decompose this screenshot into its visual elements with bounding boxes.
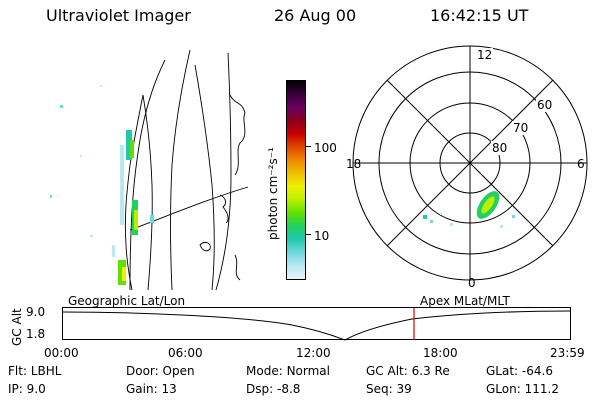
- track-x-tick-0600: 06:00: [168, 346, 203, 360]
- polar-label-12: 12: [476, 48, 494, 62]
- track-y-label: GC Alt: [10, 308, 24, 346]
- track-x-tick-1800: 18:00: [423, 346, 458, 360]
- param-gc-alt: GC Alt: 6.3 Re: [366, 364, 450, 378]
- polar-ring-label-80: 80: [491, 141, 509, 155]
- polar-label-18: 18: [346, 157, 362, 171]
- track-x-tick-0000: 00:00: [44, 346, 79, 360]
- param-gain: Gain: 13: [126, 382, 177, 396]
- polar-plot: [352, 45, 588, 281]
- polar-label-6: 6: [577, 157, 585, 171]
- polar-label-0: 0: [468, 276, 476, 290]
- colorbar: [286, 80, 306, 280]
- param-ip: IP: 9.0: [8, 382, 46, 396]
- param-mode: Mode: Normal: [246, 364, 330, 378]
- param-seq: Seq: 39: [366, 382, 412, 396]
- geographic-map: [50, 49, 249, 291]
- polar-aurora: [423, 191, 515, 228]
- colorbar-tick-10: 10: [314, 229, 330, 243]
- track-x-tick-2359: 23:59: [550, 346, 585, 360]
- param-glon: GLon: 111.2: [486, 382, 559, 396]
- time-label: 16:42:15 UT: [430, 6, 529, 25]
- track-x-tick-1200: 12:00: [296, 346, 331, 360]
- date-label: 26 Aug 00: [274, 6, 357, 25]
- track-y-tick-9: 9.0: [26, 305, 46, 319]
- colorbar-tickmark: [306, 234, 311, 235]
- polar-ring-label-60: 60: [536, 98, 554, 112]
- colorbar-tickmark: [306, 146, 311, 147]
- aurora-emission: [50, 85, 154, 285]
- param-flt: Flt: LBHL: [8, 364, 62, 378]
- instrument-title: Ultraviolet Imager: [46, 6, 191, 25]
- track-left-title: Geographic Lat/Lon: [68, 294, 186, 308]
- colorbar-tick-100: 100: [314, 141, 337, 155]
- coastline: [124, 49, 249, 291]
- param-dsp: Dsp: -8.8: [246, 382, 301, 396]
- param-door: Door: Open: [126, 364, 195, 378]
- track-right-title: Apex MLat/MLT: [420, 294, 510, 308]
- param-glat: GLat: -64.6: [486, 364, 553, 378]
- orbit-track: [61, 307, 572, 341]
- polar-ring-label-70: 70: [512, 121, 530, 135]
- track-y-tick-1: 1.8: [26, 327, 46, 341]
- colorbar-unit-label: photon cm⁻²s⁻¹: [266, 147, 280, 240]
